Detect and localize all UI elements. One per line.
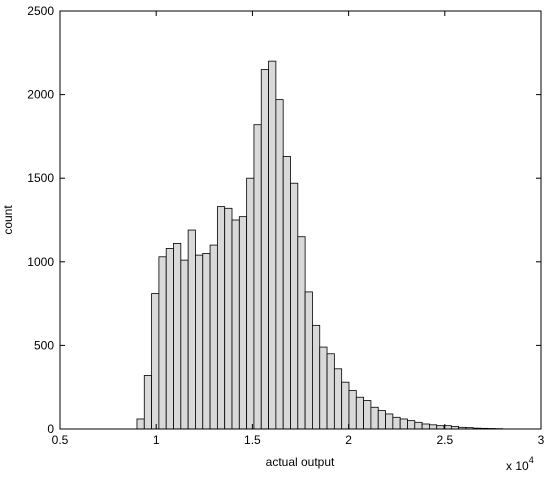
- bar: [275, 99, 284, 430]
- bar: [436, 425, 445, 430]
- x-tick-label: 3: [538, 433, 545, 447]
- bar: [377, 410, 386, 430]
- bar: [414, 421, 423, 430]
- x-tick-label: 1.5: [244, 433, 261, 447]
- y-tick-label: 1000: [27, 255, 54, 269]
- bar: [231, 219, 240, 430]
- bar: [429, 424, 438, 430]
- x-multiplier-base: x 10: [506, 459, 529, 473]
- bar: [165, 248, 174, 430]
- bar: [319, 346, 328, 430]
- bar: [202, 253, 211, 430]
- bar: [290, 182, 299, 430]
- bar: [238, 216, 248, 430]
- bar: [268, 60, 277, 430]
- bar: [312, 324, 321, 430]
- bar: [333, 368, 343, 430]
- bar: [260, 69, 269, 430]
- plot-frame: [59, 10, 542, 430]
- x-tick-label: 2.5: [436, 433, 453, 447]
- bar: [399, 418, 408, 430]
- bar: [246, 177, 255, 430]
- bar: [143, 375, 152, 430]
- y-tick-label: 1500: [27, 171, 54, 185]
- bar: [385, 413, 394, 430]
- bar: [158, 256, 167, 430]
- y-axis-label: count: [1, 205, 15, 235]
- bar: [370, 406, 379, 430]
- x-tick-label: 0.5: [52, 433, 69, 447]
- bar: [173, 243, 182, 430]
- bar: [253, 124, 262, 430]
- bar: [195, 254, 204, 430]
- bar: [216, 206, 226, 430]
- bar: [348, 390, 357, 430]
- bar: [304, 291, 313, 430]
- y-tick-label: 2500: [27, 4, 54, 18]
- bar: [136, 418, 145, 430]
- x-multiplier-exponent: 4: [529, 455, 534, 465]
- bar: [297, 236, 306, 430]
- bar: [407, 420, 416, 430]
- x-tick-label: 1: [153, 433, 160, 447]
- bar: [180, 259, 189, 430]
- x-axis-label: actual output: [266, 455, 335, 469]
- x-tick-label: 2: [345, 433, 352, 447]
- bar: [151, 293, 160, 430]
- bar: [421, 423, 430, 430]
- bar: [326, 353, 335, 430]
- y-tick-label: 0: [47, 422, 54, 436]
- bar: [355, 396, 365, 430]
- bar: [392, 416, 401, 430]
- bar: [282, 156, 291, 430]
- bar: [187, 229, 196, 430]
- bar: [363, 400, 372, 430]
- x-multiplier: x 104: [506, 455, 534, 473]
- y-tick-label: 500: [34, 338, 54, 352]
- bar: [224, 207, 233, 430]
- bar: [341, 381, 350, 430]
- bar: [209, 244, 218, 430]
- y-tick-label: 2000: [27, 88, 54, 102]
